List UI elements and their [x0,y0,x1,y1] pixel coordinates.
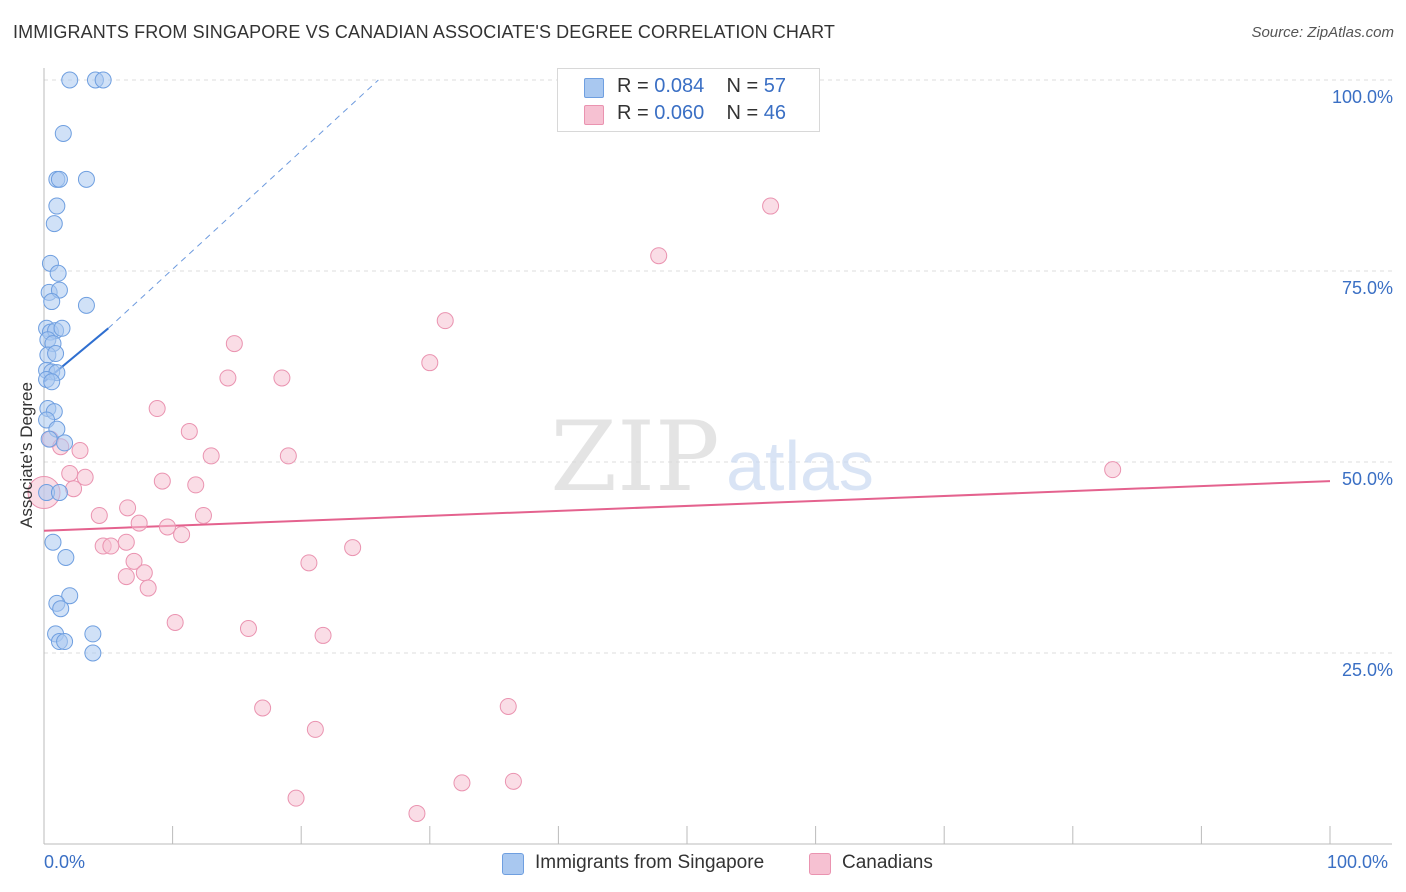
series-singapore-points [38,71,112,662]
canadians-point [273,369,291,387]
singapore-point [48,197,66,215]
x-tick-label-min: 0.0% [44,852,86,872]
canadians-point [148,400,166,418]
singapore-point [84,625,102,643]
chart-title: IMMIGRANTS FROM SINGAPORE VS CANADIAN AS… [13,22,835,42]
canadians-legend-label: Canadians [842,852,933,873]
canadians-point [499,697,517,715]
n-value: 57 [763,75,787,97]
singapore-legend-label: Immigrants from Singapore [535,852,765,873]
canadians-swatch [584,105,604,125]
canadians-point [436,312,454,330]
singapore-point [43,373,61,391]
singapore-point [52,600,70,618]
canadians-point [130,514,148,532]
canadians-point [187,476,205,494]
singapore-swatch [584,78,604,98]
canadians-point [279,447,297,465]
canadians-point [194,506,212,524]
canadians-point [762,197,780,215]
singapore-point [77,170,95,188]
canadians-point [225,335,243,353]
canadians-point [306,720,324,738]
y-tick-label-50: 50.0% [1341,469,1393,489]
y-tick-label-100: 100.0% [1331,87,1393,107]
singapore-point [56,633,74,651]
chart-source: Source: ZipAtlas.com [1251,24,1394,41]
singapore-point [56,434,74,452]
canadians-point [344,539,362,557]
canadians-trend-line [43,480,1331,532]
n-label: N = [726,75,764,97]
canadians-point [173,526,191,544]
canadians-point [117,533,135,551]
canadians-point [61,464,79,482]
canadians-point [202,447,220,465]
r-label: R = [617,102,655,124]
singapore-point [40,430,58,448]
singapore-point [84,644,102,662]
singapore-point [53,319,71,337]
canadians-point [119,499,137,517]
canadians-point [408,804,426,822]
y-tick-label-25: 25.0% [1341,660,1393,680]
y-tick-label-75: 75.0% [1341,278,1393,298]
canadians-point [135,564,153,582]
canadians-point [102,537,120,555]
canadians-point [90,506,108,524]
canadians-point [239,620,257,638]
singapore-point [61,587,79,605]
canadians-point [421,354,439,372]
singapore-trend-extension [107,79,379,329]
r-label: R = [617,75,655,97]
canadians-point [139,579,157,597]
canadians-point [254,699,272,717]
singapore-point [44,533,62,551]
axes [43,68,1392,845]
canadians-legend-swatch [809,853,831,875]
singapore-point [45,215,63,233]
canadians-point [166,613,184,631]
canadians-point [153,472,171,490]
watermark: ZIP atlas [550,401,874,513]
canadians-point [158,518,176,536]
canadians-point [453,774,471,792]
grid-lines [44,79,1392,654]
singapore-point [50,170,68,188]
singapore-point [77,296,95,314]
r-value: 0.060 [654,102,705,124]
singapore-point [54,124,72,142]
canadians-point [314,626,332,644]
canadians-point [117,568,135,586]
n-value: 46 [763,102,787,124]
canadians-point [219,369,237,387]
canadians-point [650,247,668,265]
x-tick-label-max: 100.0% [1327,852,1389,872]
watermark-atlas: atlas [726,427,874,505]
canadians-point [504,772,522,790]
stats-legend: R = 0.084 N = 57 R = 0.060 N = 46 [557,68,820,132]
n-label: N = [726,102,764,124]
singapore-point [57,549,75,566]
canadians-point [71,442,89,460]
canadians-point [300,554,318,572]
singapore-point [61,71,79,89]
singapore-point [50,484,68,502]
singapore-point [43,293,61,311]
canadians-point [76,468,94,486]
singapore-legend-swatch [502,853,524,875]
canadians-point [287,789,305,807]
singapore-point [47,345,65,363]
canadians-point [1104,461,1122,479]
canadians-point [180,422,198,440]
singapore-point [49,264,67,282]
r-value: 0.084 [654,75,705,97]
canadians-point [125,552,143,570]
watermark-zip: ZIP [550,401,719,513]
singapore-point [94,71,112,89]
series-canadians-points [27,197,1122,822]
y-axis-label: Associate's Degree [17,382,36,528]
